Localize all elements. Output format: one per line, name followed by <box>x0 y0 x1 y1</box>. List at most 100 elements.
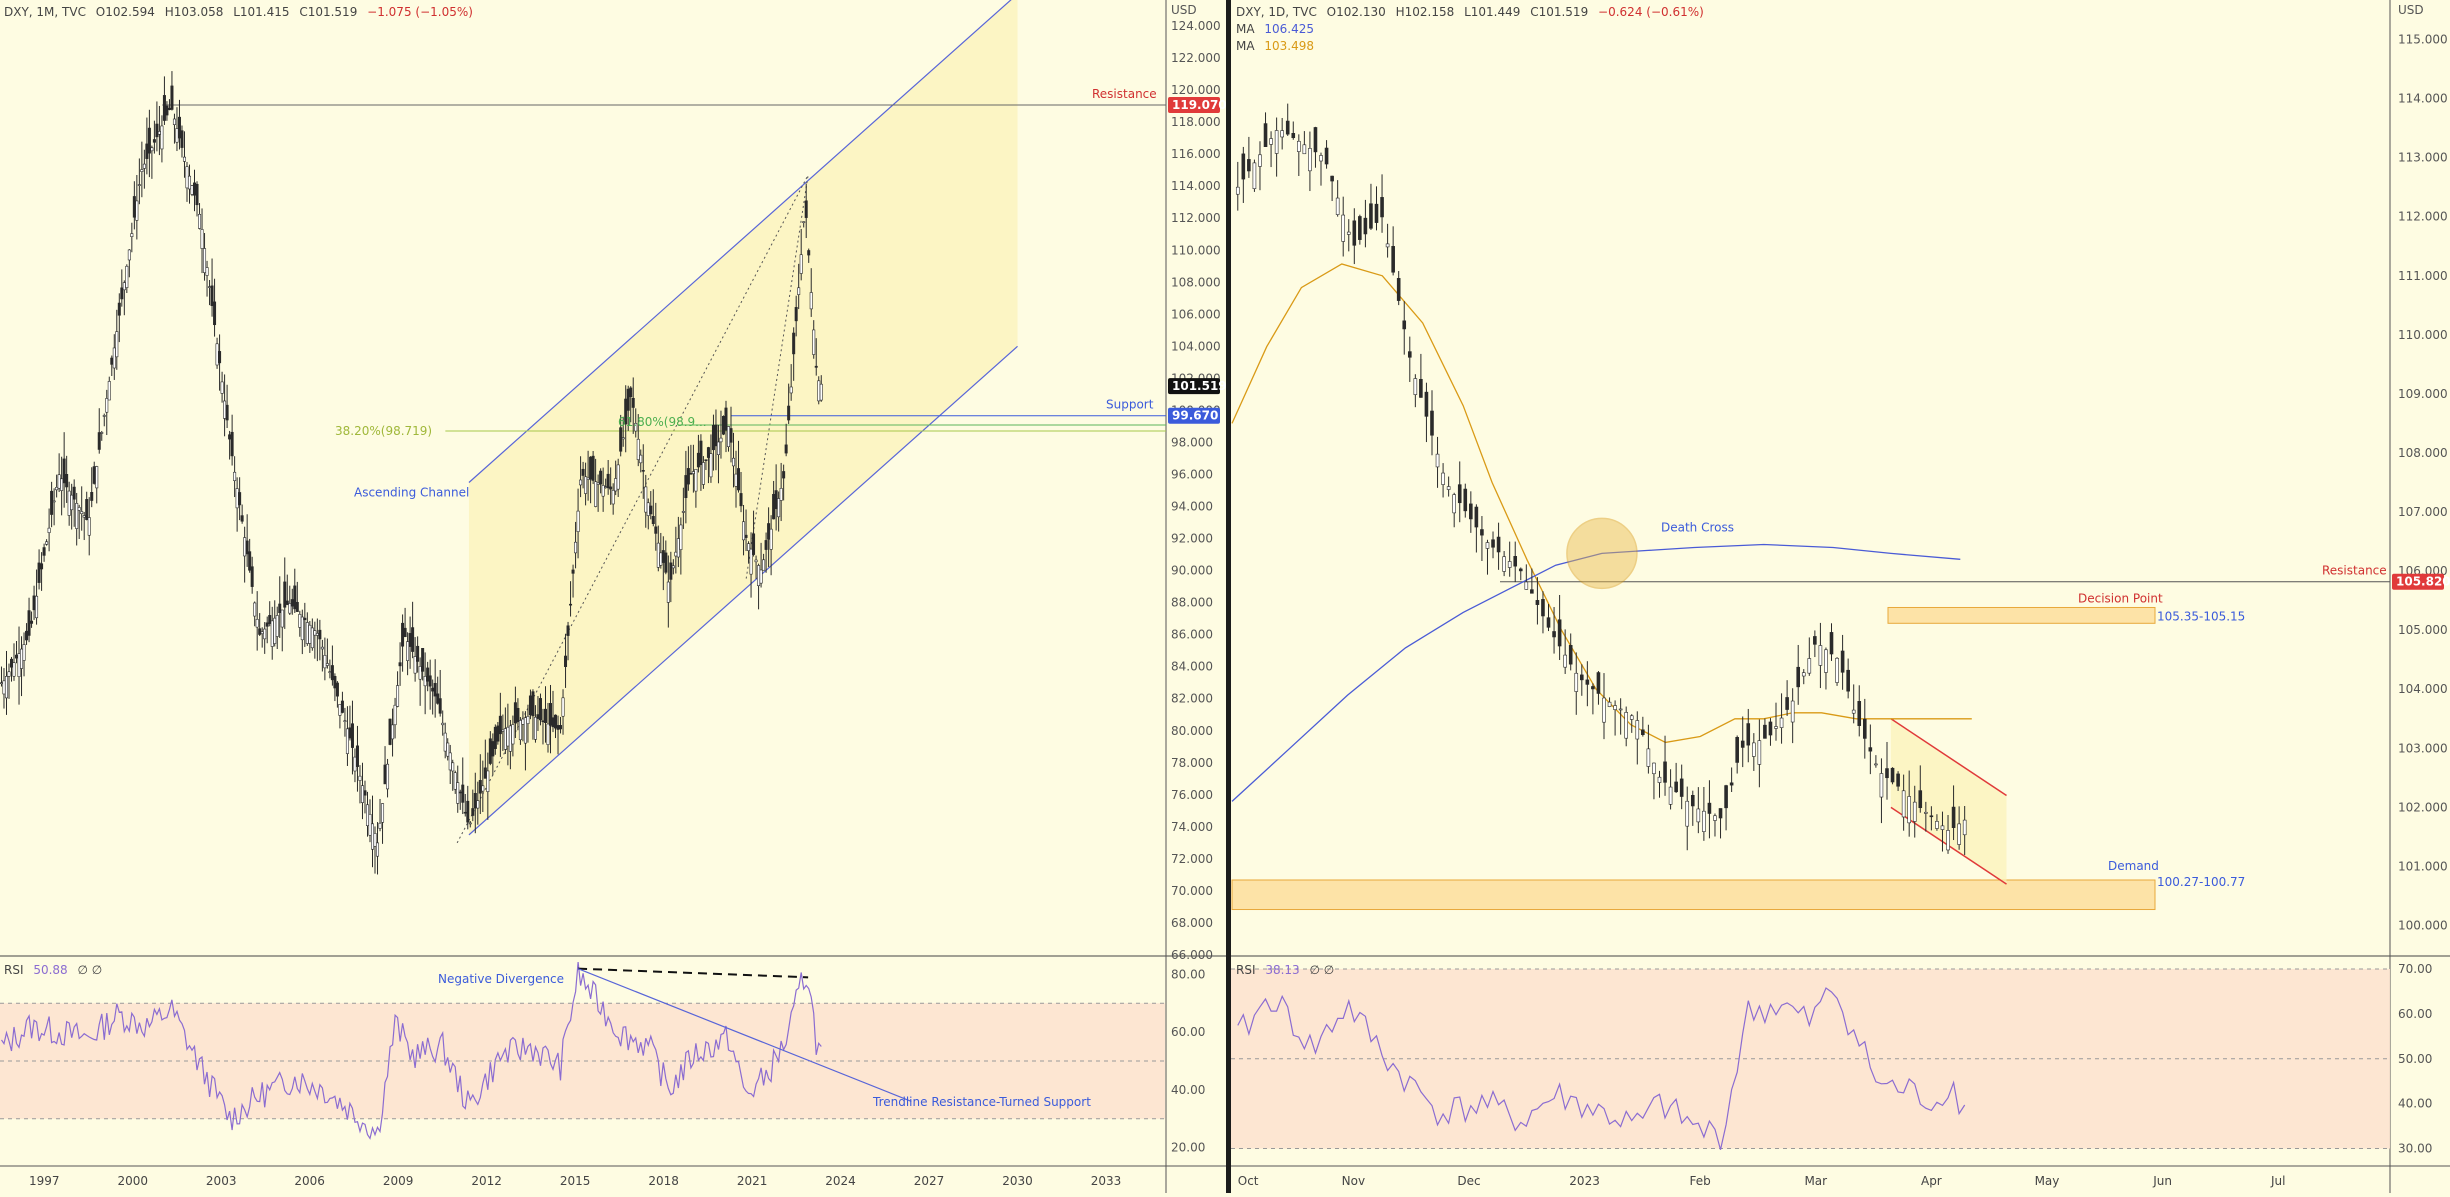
daily-candle-body <box>1546 617 1551 628</box>
left-price-tick: 76.000 <box>1171 788 1213 802</box>
left-time-tick: 1997 <box>29 1174 60 1188</box>
monthly-candle-body <box>340 700 344 713</box>
left-rsi-tick: 60.00 <box>1171 1025 1205 1039</box>
monthly-candle-body <box>679 524 683 550</box>
daily-candle-body <box>1851 709 1856 714</box>
right-price-tick: 115.000 <box>2398 33 2448 47</box>
monthly-candle-body <box>458 791 462 794</box>
monthly-candle-body <box>45 541 49 545</box>
daily-candle-body <box>1346 231 1351 235</box>
monthly-candle-body <box>737 468 741 491</box>
monthly-candle-body <box>268 615 272 624</box>
left-price-tick: 68.000 <box>1171 916 1213 930</box>
monthly-candle-body <box>72 486 76 500</box>
right-time-tick: Oct <box>1238 1174 1259 1188</box>
monthly-candle-body <box>270 620 274 647</box>
monthly-candle-body <box>518 720 522 741</box>
daily-candle-body <box>1774 726 1778 729</box>
daily-candle-body <box>1297 140 1301 152</box>
monthly-candle-body <box>669 562 673 580</box>
monthly-candle-body <box>757 565 761 586</box>
daily-candle-body <box>1757 740 1762 765</box>
monthly-candle-body <box>350 723 354 748</box>
daily-candle-body <box>1641 729 1645 735</box>
monthly-candle-body <box>215 343 219 366</box>
left-price-tick: 124.000 <box>1171 19 1221 33</box>
monthly-candle-body <box>589 456 593 480</box>
monthly-candle-body <box>721 415 725 435</box>
death-cross-label: Death Cross <box>1661 520 1734 534</box>
monthly-candle-body <box>152 139 156 143</box>
monthly-candle-body <box>250 566 254 587</box>
monthly-candle-body <box>498 715 502 735</box>
monthly-candle-body <box>172 118 176 125</box>
left-price-tick: 116.000 <box>1171 147 1221 161</box>
left-price-tick: 84.000 <box>1171 660 1213 674</box>
monthly-candle-body <box>714 424 718 447</box>
monthly-candle-body <box>649 505 653 515</box>
right-rsi-value: 38.13 <box>1265 963 1300 977</box>
monthly-candle-body <box>383 764 387 785</box>
monthly-candle-body <box>696 452 700 468</box>
monthly-candle-body <box>95 466 99 489</box>
left-time-tick: 2009 <box>383 1174 414 1188</box>
fib-61-label: 61.80%(98.9... <box>618 415 707 429</box>
daily-candle-body <box>1435 453 1440 468</box>
monthly-candle-body <box>157 131 161 135</box>
daily-candle-body <box>1496 536 1501 553</box>
daily-candle-body <box>1768 721 1773 736</box>
monthly-candle-body <box>205 267 209 276</box>
monthly-candle-body <box>12 662 16 677</box>
monthly-candle-body <box>586 477 590 480</box>
left-time-tick: 2006 <box>294 1174 325 1188</box>
left-price-tick: 92.000 <box>1171 532 1213 546</box>
monthly-candle-body <box>4 676 8 699</box>
left-price-tick: 74.000 <box>1171 820 1213 834</box>
monthly-candle-body <box>701 462 705 485</box>
left-price-tick: 90.000 <box>1171 564 1213 578</box>
left-rsi-legend: RSI 50.88 ∅ ∅ <box>4 962 108 978</box>
monthly-candle-body <box>208 286 212 288</box>
daily-candle-body <box>1857 701 1862 726</box>
ma2-label: MA <box>1236 39 1255 53</box>
monthly-candle-body <box>15 654 19 659</box>
daily-candle-body <box>1313 127 1318 153</box>
daily-candle-body <box>1513 556 1518 567</box>
monthly-candle-body <box>719 437 723 443</box>
monthly-candle-body <box>388 718 392 745</box>
daily-candle-body <box>1663 761 1667 783</box>
left-rsi-line <box>1 962 822 1140</box>
monthly-candle-body <box>579 479 583 486</box>
daily-candle-body <box>1629 715 1634 720</box>
monthly-candle-body <box>255 618 259 628</box>
monthly-candle-body <box>273 617 277 644</box>
monthly-candle-body <box>102 415 106 417</box>
monthly-candle-body <box>481 785 485 792</box>
monthly-candle-body <box>398 662 402 667</box>
right-time-tick: Apr <box>1921 1174 1942 1188</box>
daily-candle-body <box>1657 776 1662 783</box>
monthly-candle-body <box>739 493 743 507</box>
monthly-candle-body <box>804 200 808 218</box>
left-rsi-pane: Negative Divergence Trendline Resistance-… <box>0 962 1205 1155</box>
left-change: −1.075 (−1.05%) <box>367 5 473 19</box>
left-price-tick: 96.000 <box>1171 467 1213 481</box>
monthly-candle-body <box>641 470 645 472</box>
daily-candle-body <box>1280 130 1284 138</box>
monthly-candle-body <box>160 125 164 150</box>
monthly-candle-body <box>120 287 124 300</box>
monthly-candle-body <box>50 490 54 515</box>
monthly-candle-body <box>325 663 329 666</box>
monthly-candle-body <box>310 627 314 649</box>
daily-candle-body <box>1707 802 1712 814</box>
right-price-tick: 103.000 <box>2398 741 2448 755</box>
monthly-candle-body <box>223 400 227 419</box>
right-price-tick: 111.000 <box>2398 269 2448 283</box>
daily-candle-body <box>1413 378 1418 395</box>
demand-zone <box>1231 879 2156 911</box>
right-price-tick: 101.000 <box>2398 859 2448 873</box>
monthly-candle-body <box>566 625 570 636</box>
left-price-pane: 124.000 122.000 120.000 118.000 116.000 114.0… <box>0 0 1227 1188</box>
